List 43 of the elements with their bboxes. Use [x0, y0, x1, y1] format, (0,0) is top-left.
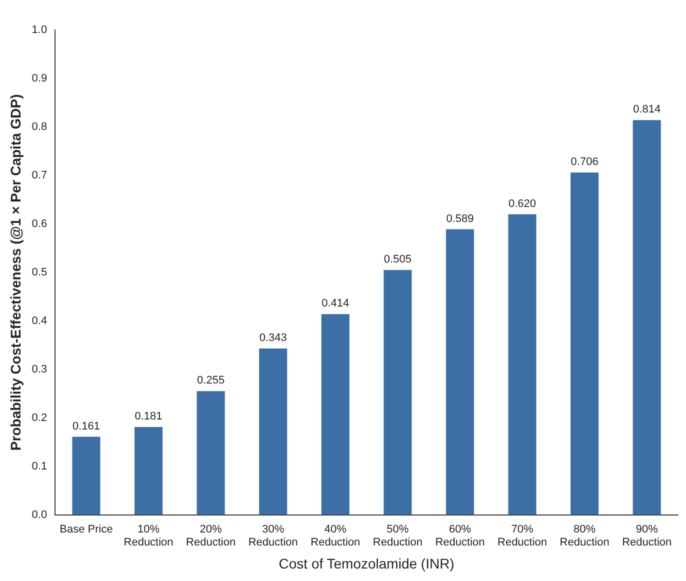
- y-tick-label: 1.0: [32, 24, 48, 36]
- x-tick-label: Base Price: [60, 523, 113, 536]
- y-tick-label: 0.6: [32, 218, 48, 230]
- y-tick-label: 0.9: [32, 72, 48, 85]
- bar: [508, 214, 536, 515]
- data-label: 0.505: [384, 254, 412, 266]
- x-axis-title: Cost of Temozolamide (INR): [278, 555, 454, 572]
- bar: [384, 270, 412, 515]
- data-label: 0.255: [197, 374, 225, 387]
- bar: [134, 427, 163, 515]
- y-tick-label: 0.5: [32, 266, 48, 278]
- x-tick-label: 80% Reduction: [560, 523, 610, 549]
- x-tick-label: 70% Reduction: [498, 523, 548, 549]
- x-tick-label: 50% Reduction: [372, 523, 422, 549]
- y-tick-label: 0.4: [32, 314, 48, 327]
- bar: [632, 120, 661, 515]
- x-tick-label: 30% Reduction: [248, 523, 298, 549]
- bar: [570, 172, 599, 515]
- bar: [259, 348, 288, 515]
- data-label: 0.814: [633, 104, 661, 116]
- bar: [72, 436, 100, 515]
- y-tick-label: 0.7: [32, 169, 48, 182]
- data-label: 0.161: [72, 420, 100, 432]
- data-label: 0.620: [508, 198, 536, 210]
- bar: [321, 314, 350, 515]
- x-tick-label: 20% Reduction: [186, 523, 236, 549]
- y-tick-label: 0.1: [32, 460, 48, 472]
- data-label: 0.343: [259, 332, 287, 344]
- y-tick-label: 0.0: [32, 508, 48, 521]
- y-tick-label: 0.8: [32, 120, 48, 133]
- x-tick-label: 40% Reduction: [310, 523, 360, 549]
- y-axis-title: Probability Cost-Effectiveness (@1 × Per Capita GDP): [7, 94, 24, 451]
- data-label: 0.706: [570, 156, 598, 168]
- y-tick-label: 0.3: [32, 363, 48, 376]
- bar: [196, 391, 225, 515]
- x-tick-label: 90% Reduction: [622, 523, 672, 549]
- data-label: 0.181: [134, 410, 162, 423]
- x-tick-label: 10% Reduction: [124, 523, 174, 549]
- data-label: 0.414: [322, 298, 350, 310]
- bar: [446, 229, 474, 515]
- data-label: 0.589: [446, 212, 474, 225]
- y-tick-label: 0.2: [32, 412, 48, 424]
- x-tick-label: 60% Reduction: [435, 523, 485, 549]
